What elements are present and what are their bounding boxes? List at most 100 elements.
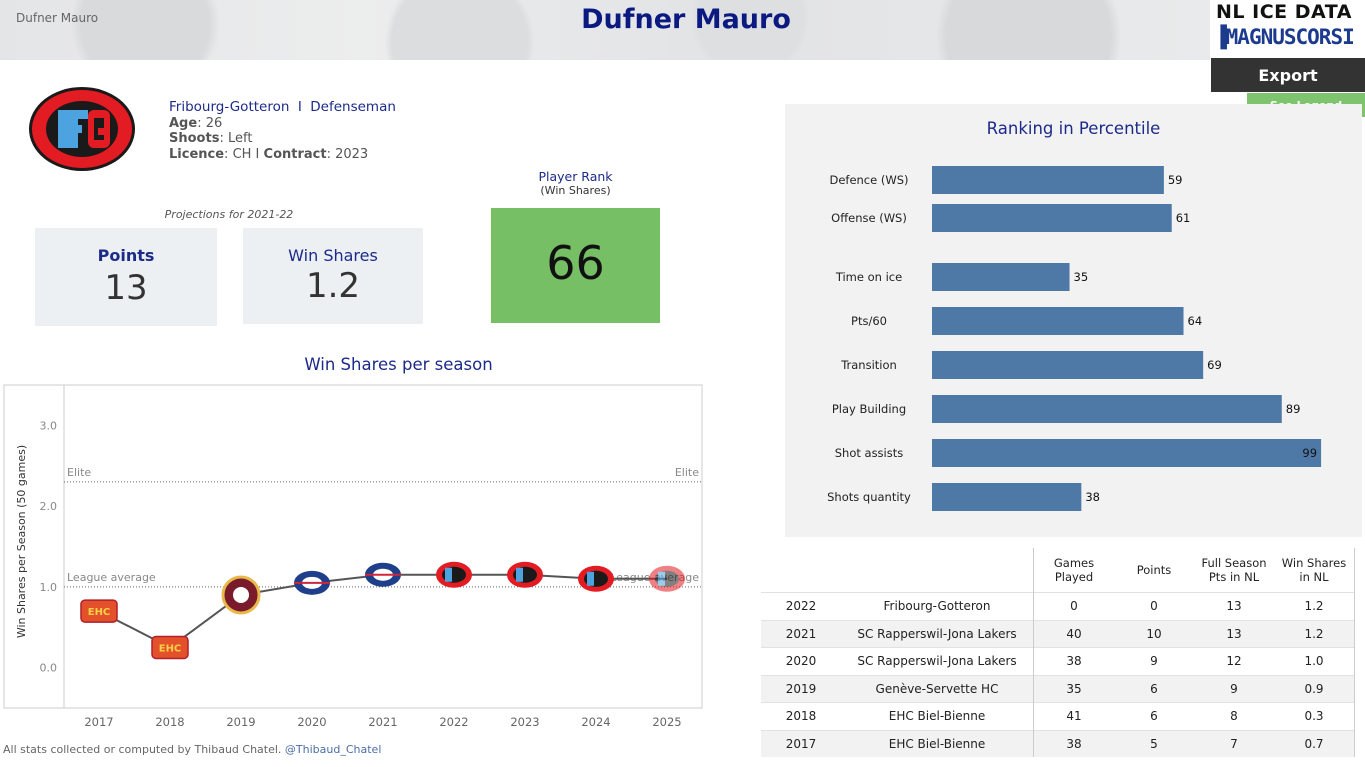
table-cell-value: 0.7 — [1274, 729, 1355, 757]
biel-logo-icon: EHC — [80, 599, 118, 623]
table-row: 2018 EHC Biel-Bienne 41 6 8 0.3 — [761, 702, 1355, 730]
chart-plot-frame — [3, 384, 703, 709]
table-row: 2021 SC Rapperswil-Jona Lakers 40 10 13 1.2 — [761, 619, 1355, 648]
percentile-value-label: 61 — [1176, 211, 1191, 225]
table-cell-team: EHC Biel-Bienne — [841, 702, 1034, 730]
player-shoots: Left — [227, 131, 253, 146]
table-cell-team: EHC Biel-Bienne — [841, 729, 1034, 757]
player-rank-value: 66 — [546, 236, 605, 290]
percentile-bar — [932, 307, 1184, 335]
table-cell-team: Fribourg-Gotteron — [841, 592, 1034, 620]
fribourg-logo-icon — [507, 561, 543, 588]
logo-shape — [233, 586, 249, 603]
table-cell-value: 6 — [1114, 702, 1194, 730]
player-team: Fribourg-Gotteron — [169, 99, 290, 115]
percentile-category-label: Transition — [840, 358, 897, 372]
x-tick-label: 2019 — [226, 715, 255, 729]
percentile-category-label: Shot assists — [835, 446, 904, 460]
table-cell-value: 7 — [1194, 729, 1274, 757]
table-header-win-shares: Win Shares in NL — [1274, 548, 1355, 593]
player-licence: CH — [232, 146, 252, 162]
table-cell-value: 38 — [1033, 647, 1114, 675]
percentile-category-label: Time on ice — [835, 270, 902, 284]
player-age: 26 — [205, 115, 223, 131]
table-cell-value: 5 — [1114, 729, 1194, 757]
table-cell-season: 2020 — [761, 647, 841, 675]
table-cell-value: 0 — [1114, 592, 1194, 620]
table-cell-value: 0.3 — [1274, 702, 1355, 730]
brand-logo-bottom-text: ▐MAGNUSCORSI — [1214, 25, 1360, 55]
table-header-full-season-pts: Full Season Pts in NL — [1201, 556, 1267, 584]
x-tick-label: 2018 — [155, 715, 184, 729]
table-cell-value: 1.2 — [1274, 592, 1355, 620]
logo-letters: EHC — [159, 643, 182, 654]
y-tick-label: 3.0 — [40, 419, 58, 432]
table-cell-value: 38 — [1033, 729, 1114, 757]
percentile-category-label: Defence (WS) — [829, 173, 908, 187]
table-row: 2022 Fribourg-Gotteron 0 0 13 1.2 — [761, 592, 1355, 620]
percentile-category-label: Play Building — [832, 402, 906, 416]
win-shares-chart-title: Win Shares per season — [304, 355, 493, 374]
table-cell-season: 2021 — [761, 619, 841, 648]
table-cell-value: 13 — [1194, 592, 1274, 620]
logo-shape — [80, 599, 118, 623]
percentile-value-label: 59 — [1168, 173, 1183, 187]
player-age-row: Age: 26 — [169, 115, 223, 131]
fribourg-logo-icon — [578, 565, 614, 592]
table-cell-value: 9 — [1194, 674, 1274, 703]
logo-shape — [445, 567, 452, 582]
percentile-value-label: 99 — [1302, 446, 1317, 460]
logo-shape — [658, 571, 665, 586]
percentile-chart-title: Ranking in Percentile — [986, 119, 1161, 138]
player-rank-label: Player Rank — [538, 169, 613, 184]
table-cell-value: 1.0 — [1274, 647, 1355, 675]
table-cell-value: 1.2 — [1274, 619, 1355, 648]
y-tick-label: 2.0 — [40, 500, 58, 513]
table-cell-value: 6 — [1114, 674, 1194, 703]
table-cell-value: 10 — [1114, 619, 1194, 648]
percentile-category-label: Shots quantity — [827, 490, 911, 504]
table-cell-value: 9 — [1114, 647, 1194, 675]
player-team-position: Fribourg-Gotteron I Defenseman — [169, 99, 396, 116]
y-tick-label: 1.0 — [40, 581, 58, 594]
player-position: Defenseman — [310, 99, 396, 115]
x-tick-label: 2023 — [510, 715, 539, 729]
percentile-bar — [932, 395, 1282, 423]
table-cell-value: 40 — [1033, 619, 1114, 648]
logo-shape — [516, 567, 523, 582]
win-shares-value: 1.2 — [305, 266, 361, 306]
points-value: 13 — [104, 268, 148, 308]
percentile-value-label: 38 — [1085, 490, 1100, 504]
percentile-bar — [932, 263, 1070, 291]
table-cell-value: 35 — [1033, 674, 1114, 703]
percentile-bar — [932, 351, 1204, 379]
fribourg-logo-icon — [649, 565, 685, 592]
logo-shape — [587, 571, 594, 586]
x-tick-label: 2020 — [297, 715, 326, 729]
x-tick-label: 2017 — [84, 715, 113, 729]
player-rank-title: Player Rank (Win Shares) — [491, 170, 660, 198]
reference-line-label: League average — [67, 571, 156, 584]
footer-handle-link[interactable]: @Thibaud_Chatel — [284, 743, 382, 756]
win-shares-chart: 0.0 1.0 2.0 3.0 Win Shares per Season (50 ga… — [3, 384, 703, 729]
biel-logo-icon: EHC — [151, 635, 189, 660]
percentile-category-label: Pts/60 — [851, 314, 887, 328]
player-licence-row: Licence: CH I Contract: 2023 — [169, 146, 369, 162]
player-separator: I — [297, 99, 302, 115]
projections-title: Projections for 2021-22 — [164, 208, 294, 221]
export-button[interactable]: Export — [1211, 58, 1365, 92]
table-cell-season: 2018 — [761, 702, 841, 730]
table-cell-value: 12 — [1194, 647, 1274, 675]
footer-credit: All stats collected or computed by Thiba… — [3, 743, 381, 756]
percentile-bar — [932, 483, 1082, 511]
table-cell-value: 0.9 — [1274, 674, 1355, 703]
table-cell-season: 2019 — [761, 674, 841, 703]
table-row: 2019 Genève-Servette HC 35 6 9 0.9 — [761, 674, 1355, 703]
y-axis-label: Win Shares per Season (50 games) — [15, 445, 28, 638]
percentile-value-label: 64 — [1188, 314, 1203, 328]
points-label: Points — [97, 246, 155, 265]
x-tick-label: 2025 — [652, 715, 681, 729]
season-stats-table: Games Played Points Full Season Pts in NL … — [761, 548, 1355, 757]
reference-line-label: Elite — [67, 466, 91, 479]
logo-letters: EHC — [88, 607, 111, 618]
